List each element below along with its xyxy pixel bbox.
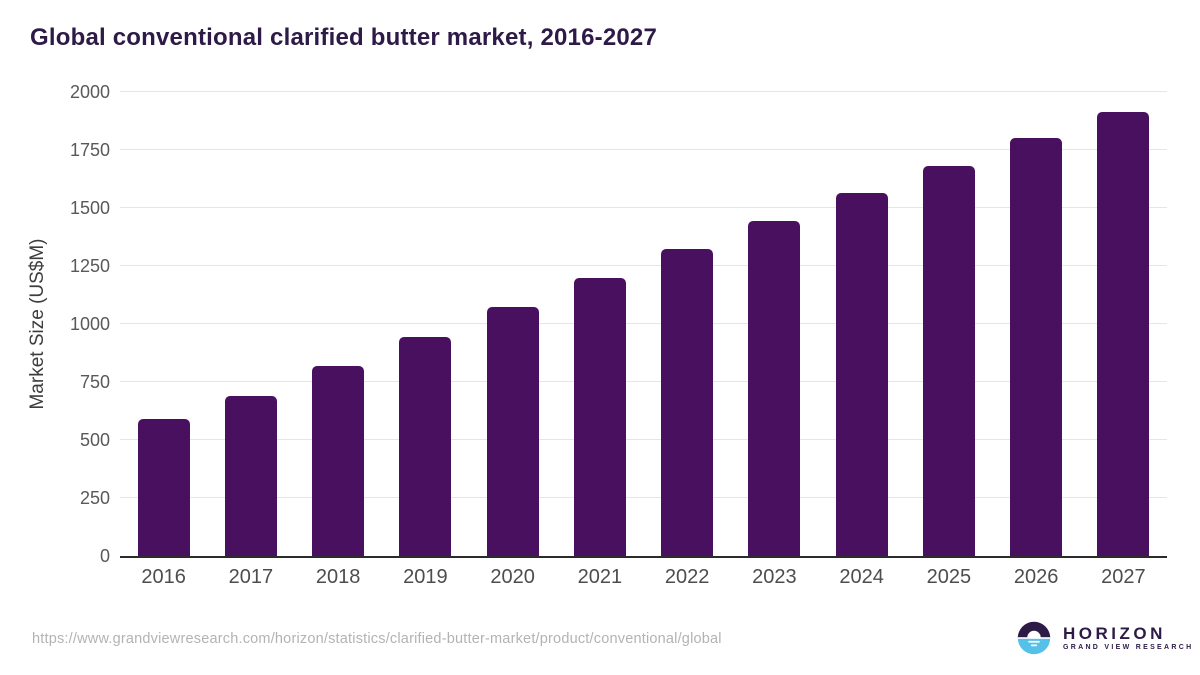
x-axis-label-2027: 2027 [1101,566,1146,588]
x-axis-label-2025: 2025 [926,566,972,588]
bar-2021 [573,278,626,556]
bar-slot-2025 [905,92,992,556]
bar-2024 [835,193,888,556]
x-axis-label-2020: 2020 [490,566,535,588]
bar-slot-2023 [731,92,818,556]
y-tick-label-500: 500 [79,430,110,450]
x-axis-label-2016: 2016 [141,566,186,588]
y-tick-label-1250: 1250 [69,256,110,276]
bar-2016 [137,419,190,556]
gridline-750 [120,381,1167,382]
bar-2026 [1010,138,1063,556]
horizon-logo-text: HORIZON GRAND VIEW RESEARCH [1063,624,1193,652]
gridline-1500 [120,207,1167,208]
bar-2027 [1097,112,1150,556]
gridline-2000 [120,91,1167,92]
gridline-1250 [120,265,1167,266]
bar-slot-2020 [469,92,556,556]
y-tick-label-0: 0 [99,546,110,566]
bar-2019 [399,337,452,556]
x-axis-label-2018: 2018 [315,566,361,588]
horizon-sunset-circle-icon [1017,621,1051,655]
y-tick-label-250: 250 [79,488,110,508]
bar-slot-2021 [556,92,643,556]
y-tick-label-1750: 1750 [69,140,110,160]
chart-title: Global conventional clarified butter mar… [30,24,658,51]
bar-2025 [922,166,975,556]
y-axis-tick-labels: 0 250 500 750 1000 1250 1500 1750 2000 [0,82,110,566]
y-tick-label-1000: 1000 [69,314,110,334]
bar-slot-2026 [993,92,1080,556]
y-tick-label-1500: 1500 [69,198,110,218]
x-axis-label-2024: 2024 [839,566,884,588]
plot-area [120,91,1167,558]
bar-slot-2027 [1080,92,1167,556]
x-axis-label-2022: 2022 [664,566,710,588]
bar-series [120,92,1167,556]
source-url: https://www.grandviewresearch.com/horizo… [32,631,722,647]
bar-slot-2024 [818,92,905,556]
x-axis-label-2021: 2021 [577,566,623,588]
gridline-250 [120,497,1167,498]
x-axis-label-2019: 2019 [403,566,448,588]
horizon-logo: HORIZON GRAND VIEW RESEARCH [1016,620,1193,656]
bar-slot-2019 [382,92,469,556]
bar-2018 [312,366,365,556]
x-axis-label-2023: 2023 [752,566,797,588]
bar-2017 [224,396,277,556]
gridline-500 [120,439,1167,440]
bar-2022 [661,249,714,556]
logo-primary-text: HORIZON [1063,624,1166,643]
bar-2023 [748,221,801,556]
bar-slot-2022 [644,92,731,556]
bar-2020 [486,307,539,556]
bar-slot-2017 [207,92,294,556]
y-tick-label-2000: 2000 [69,82,110,102]
x-axis-label-2017: 2017 [228,566,274,588]
gridline-1000 [120,323,1167,324]
gridline-1750 [120,149,1167,150]
bar-slot-2018 [295,92,382,556]
bar-slot-2016 [120,92,207,556]
logo-secondary-text: GRAND VIEW RESEARCH [1063,644,1194,651]
x-axis-label-2026: 2026 [1013,566,1059,588]
x-axis-labels: 2016 2017 2018 2019 2020 2021 2022 2023 2024 2025… [120,566,1167,589]
y-tick-label-750: 750 [79,372,110,392]
